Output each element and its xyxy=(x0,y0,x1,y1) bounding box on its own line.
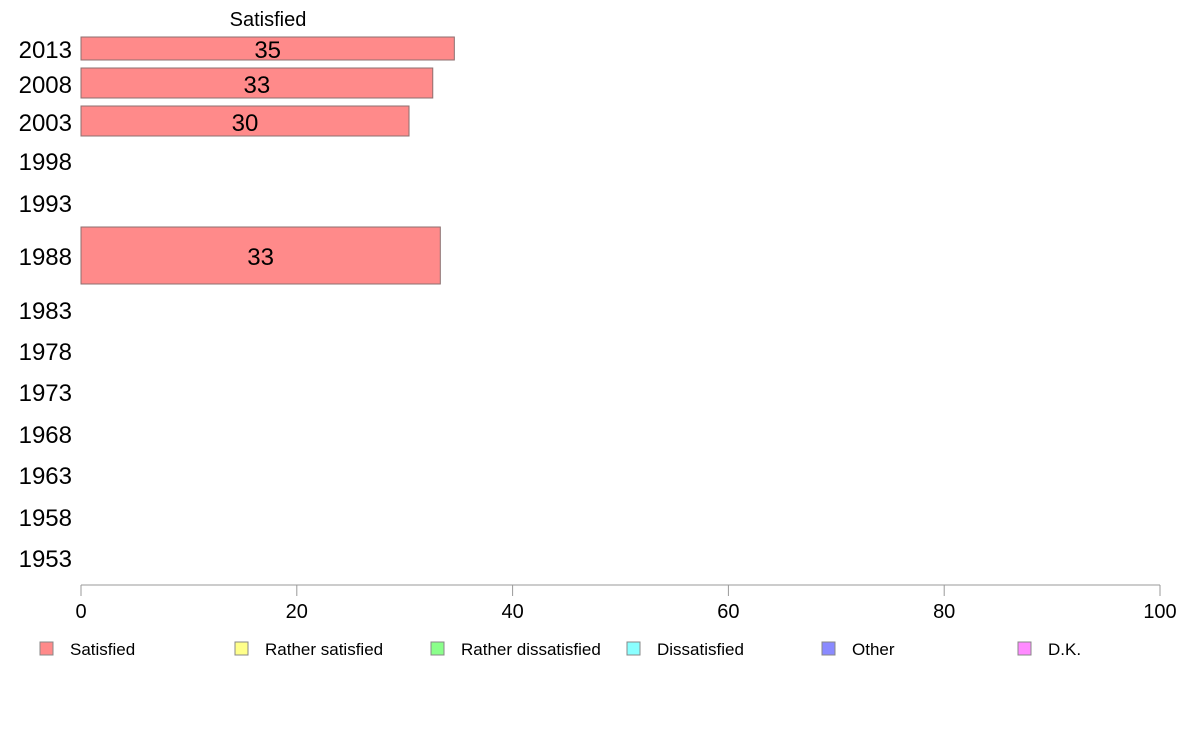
year-label: 2008 xyxy=(19,72,72,99)
legend-swatch xyxy=(1017,641,1032,656)
legend-label: D.K. xyxy=(1048,640,1081,659)
legend-swatch xyxy=(234,641,249,656)
bar xyxy=(80,67,434,99)
legend-swatch xyxy=(626,641,641,656)
bar-value-label: 33 xyxy=(244,72,271,99)
series-title: Satisfied xyxy=(230,9,307,31)
year-label: 1968 xyxy=(19,422,72,449)
x-axis: 0 20 40 60 80 100 xyxy=(75,584,1177,623)
x-tick-label: 20 xyxy=(286,601,308,623)
bar xyxy=(80,105,410,137)
legend-label: Rather satisfied xyxy=(265,640,383,659)
legend-swatch xyxy=(821,641,836,656)
bar-value-label: 30 xyxy=(232,110,259,137)
legend-swatch xyxy=(430,641,445,656)
year-label: 2003 xyxy=(19,110,72,137)
year-labels: 2013 2008 2003 1998 1993 1988 1983 1978 1973 1968… xyxy=(19,37,72,573)
legend-label: Rather dissatisfied xyxy=(461,640,601,659)
bar xyxy=(80,36,455,61)
year-label: 1953 xyxy=(19,546,72,573)
year-label: 1983 xyxy=(19,298,72,325)
x-tick-label: 100 xyxy=(1143,601,1176,623)
bar xyxy=(80,226,441,285)
year-label: 1988 xyxy=(19,244,72,271)
x-tick-label: 80 xyxy=(933,601,955,623)
x-tick-label: 40 xyxy=(501,601,523,623)
legend-label: Other xyxy=(852,640,895,659)
legend-swatch xyxy=(39,641,54,656)
year-label: 1958 xyxy=(19,505,72,532)
year-label: 1998 xyxy=(19,149,72,176)
legend-label: Dissatisfied xyxy=(657,640,744,659)
x-tick-label: 0 xyxy=(75,601,86,623)
bars xyxy=(80,36,455,285)
bar-value-label: 35 xyxy=(254,37,281,64)
year-label: 2013 xyxy=(19,37,72,64)
legend-label: Satisfied xyxy=(70,640,135,659)
bar-value-label: 33 xyxy=(247,244,274,271)
x-tick-label: 60 xyxy=(717,601,739,623)
year-label: 1993 xyxy=(19,191,72,218)
year-label: 1963 xyxy=(19,463,72,490)
year-label: 1978 xyxy=(19,339,72,366)
bar-labels: 35 33 30 33 xyxy=(232,37,281,271)
legend: Satisfied Rather satisfied Rather dissatis… xyxy=(39,640,1081,659)
year-label: 1973 xyxy=(19,380,72,407)
